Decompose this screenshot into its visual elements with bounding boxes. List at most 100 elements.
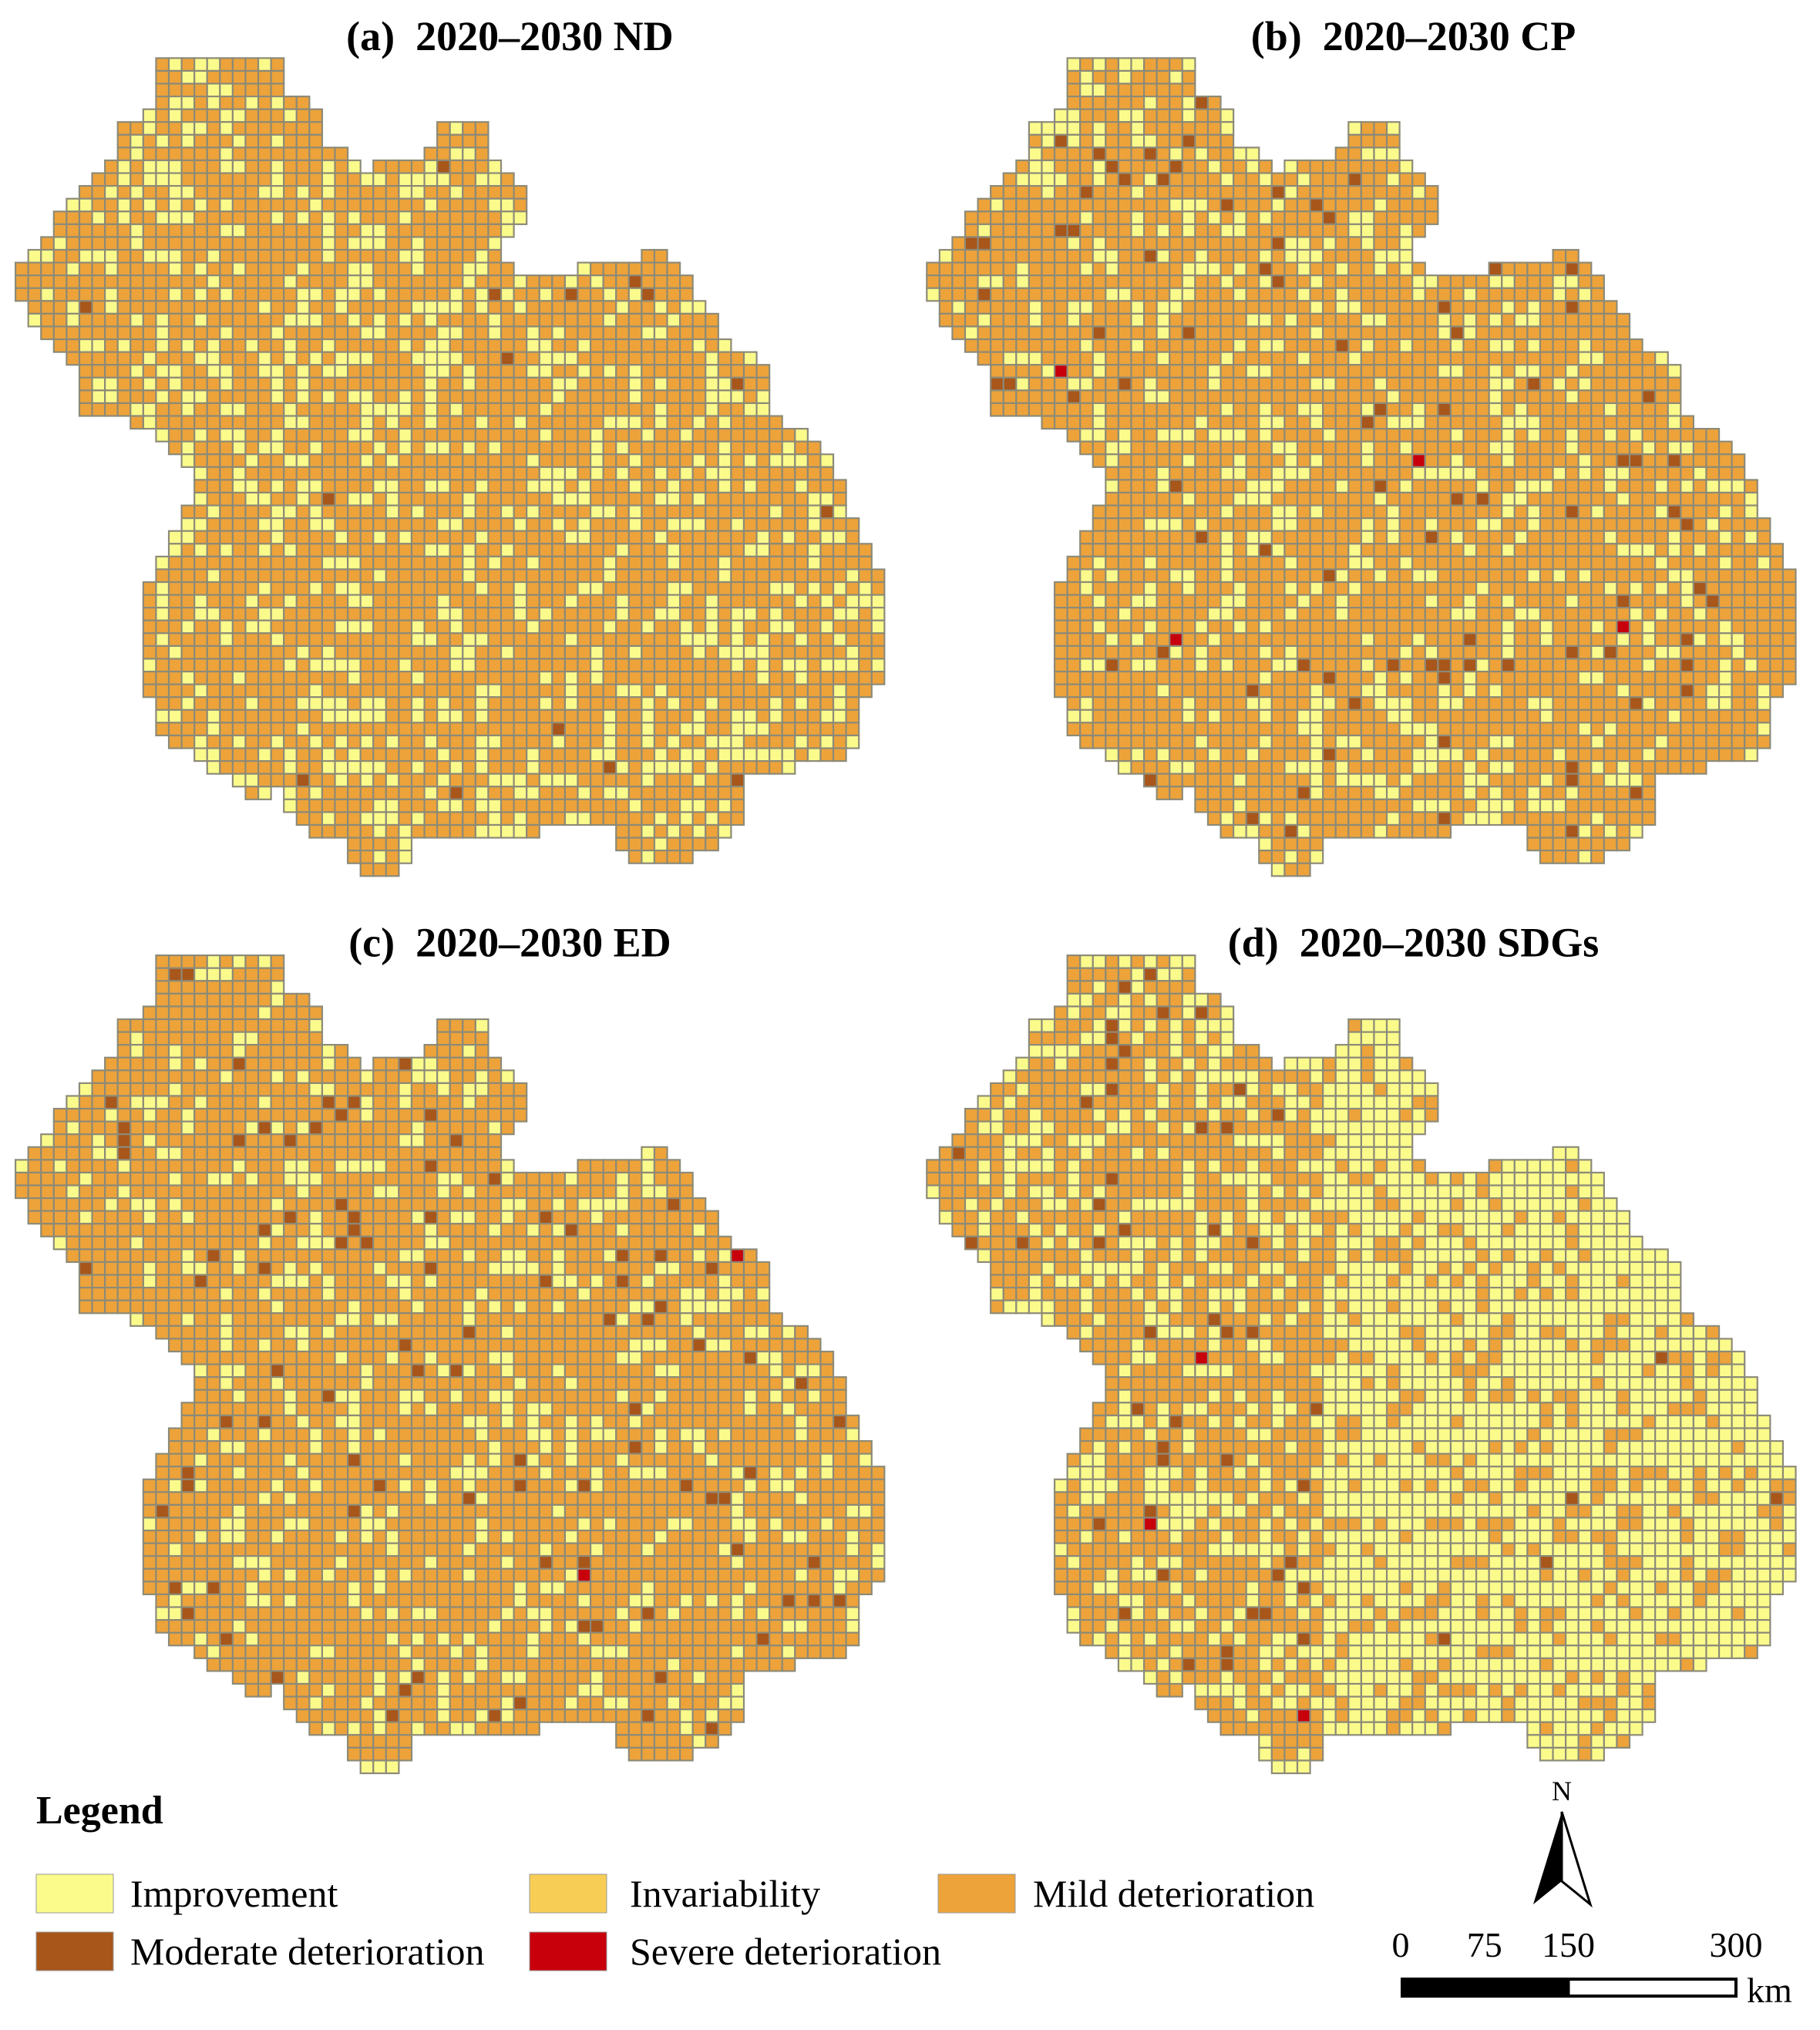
- grid-cell: [167, 632, 183, 647]
- grid-cell: [449, 607, 464, 621]
- grid-cell: [1437, 504, 1452, 520]
- grid-cell: [1628, 683, 1643, 699]
- grid-cell: [990, 248, 1004, 264]
- grid-cell: [666, 389, 681, 405]
- grid-cell: [1565, 440, 1579, 456]
- grid-cell: [231, 69, 247, 85]
- grid-cell: [819, 466, 835, 481]
- grid-cell: [653, 453, 668, 468]
- grid-cell: [1373, 402, 1388, 417]
- grid-cell: [1322, 351, 1337, 366]
- grid-cell: [308, 274, 324, 289]
- grid-cell: [1181, 325, 1196, 341]
- grid-cell: [1385, 159, 1401, 174]
- grid-cell: [283, 108, 298, 123]
- grid-cell: [691, 428, 707, 443]
- grid-cell: [845, 658, 860, 673]
- grid-cell: [1181, 338, 1196, 353]
- grid-cell: [1245, 248, 1260, 264]
- grid-cell: [1654, 491, 1669, 507]
- grid-cell: [410, 683, 426, 699]
- grid-cell: [500, 185, 515, 200]
- grid-cell: [1233, 364, 1247, 379]
- grid-cell: [462, 568, 476, 584]
- grid-cell: [705, 594, 719, 609]
- grid-cell: [1117, 428, 1132, 443]
- grid-cell: [193, 248, 208, 264]
- grid-cell: [1028, 236, 1043, 251]
- grid-cell: [1590, 376, 1605, 392]
- grid-cell: [717, 773, 732, 788]
- grid-cell: [1424, 466, 1439, 481]
- grid-cell: [1360, 172, 1375, 187]
- grid-cell: [1105, 491, 1120, 507]
- grid-cell: [666, 555, 681, 571]
- grid-cell: [1156, 517, 1171, 532]
- grid-cell: [1105, 325, 1120, 341]
- grid-cell: [104, 338, 119, 353]
- grid-cell: [1270, 172, 1286, 187]
- grid-cell: [474, 658, 489, 673]
- grid-cell: [845, 517, 860, 532]
- grid-cell: [1616, 312, 1631, 328]
- grid-cell: [1539, 607, 1554, 621]
- grid-cell: [1283, 607, 1299, 621]
- grid-cell: [742, 389, 758, 405]
- grid-cell: [1334, 236, 1350, 251]
- grid-cell: [1079, 236, 1094, 251]
- grid-cell: [819, 491, 835, 507]
- grid-cell: [1181, 670, 1196, 685]
- grid-cell: [1717, 440, 1733, 456]
- grid-cell: [142, 197, 157, 213]
- grid-cell: [730, 683, 745, 699]
- grid-cell: [1117, 632, 1132, 647]
- grid-cell: [1245, 300, 1260, 315]
- grid-cell: [1309, 185, 1324, 200]
- grid-cell: [410, 786, 426, 800]
- grid-cell: [52, 312, 68, 328]
- grid-cell: [1233, 568, 1247, 584]
- grid-cell: [679, 581, 694, 596]
- grid-cell: [321, 453, 336, 468]
- grid-cell: [1590, 287, 1605, 302]
- grid-cell: [1028, 121, 1043, 136]
- grid-cell: [1552, 415, 1567, 430]
- grid-cell: [334, 185, 349, 200]
- grid-cell: [691, 581, 707, 596]
- grid-cell: [270, 300, 285, 315]
- grid-cell: [372, 453, 387, 468]
- grid-cell: [819, 747, 835, 763]
- grid-cell: [1731, 594, 1746, 609]
- grid-cell: [436, 811, 451, 826]
- grid-cell: [577, 811, 592, 826]
- grid-cell: [653, 466, 668, 481]
- grid-cell: [1475, 325, 1490, 341]
- grid-cell: [231, 312, 247, 328]
- grid-cell: [526, 300, 540, 315]
- grid-cell: [1462, 607, 1478, 621]
- grid-cell: [436, 236, 451, 251]
- grid-cell: [1130, 69, 1145, 85]
- grid-cell: [1411, 619, 1426, 635]
- grid-cell: [1169, 197, 1183, 213]
- grid-cell: [1552, 568, 1567, 584]
- grid-cell: [1385, 172, 1401, 187]
- grid-cell: [602, 670, 617, 685]
- grid-cell: [551, 632, 567, 647]
- grid-cell: [1283, 312, 1299, 328]
- grid-cell: [1156, 108, 1171, 123]
- grid-cell: [1373, 645, 1388, 660]
- grid-cell: [91, 223, 106, 238]
- grid-cell: [130, 402, 144, 417]
- grid-cell: [308, 773, 324, 788]
- grid-cell: [1142, 632, 1158, 647]
- grid-cell: [1360, 210, 1375, 225]
- grid-cell: [1513, 517, 1529, 532]
- grid-cell: [1424, 389, 1439, 405]
- grid-cell: [1028, 312, 1043, 328]
- grid-cell: [321, 402, 336, 417]
- grid-cell: [1117, 555, 1132, 571]
- grid-cell: [231, 491, 247, 507]
- grid-cell: [1283, 338, 1299, 353]
- grid-cell: [500, 530, 515, 545]
